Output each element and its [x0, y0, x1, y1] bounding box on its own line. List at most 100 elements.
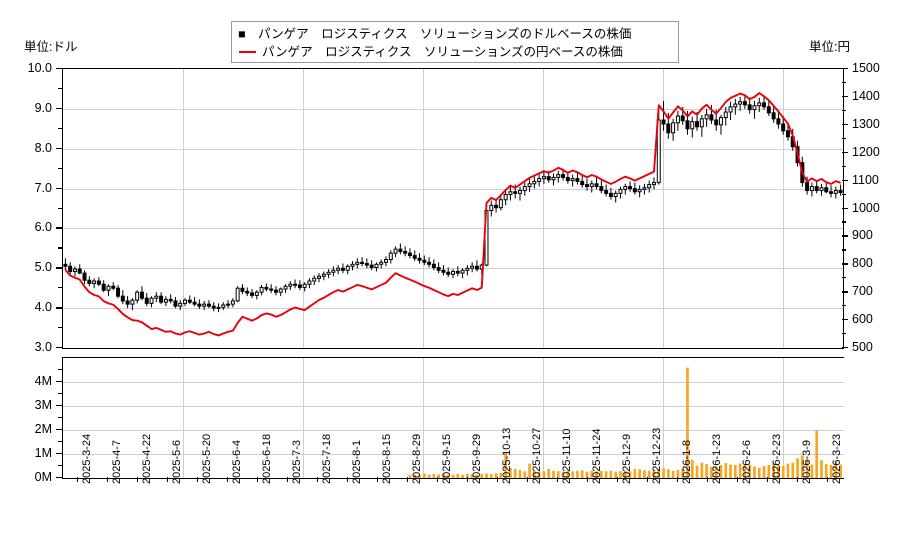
volume-bar: [614, 471, 618, 478]
volume-bar: [528, 463, 531, 478]
axis-tick: [842, 109, 846, 112]
gridline-h: [63, 148, 843, 150]
candle-body: [541, 176, 546, 180]
candle-body: [494, 204, 499, 209]
candle-body: [666, 123, 671, 134]
volume-bar: [714, 466, 718, 478]
candle-body: [518, 190, 522, 194]
candle-body: [403, 251, 408, 254]
candle-body: [489, 204, 494, 211]
volume-bar: [690, 460, 694, 478]
axis-tick: [842, 165, 846, 167]
axis-tick: [56, 453, 62, 455]
x-axis-tick-label: 2025-11-24: [591, 428, 603, 484]
candle-body: [206, 303, 211, 307]
candle-body: [149, 297, 154, 304]
candle-body: [436, 266, 441, 271]
axis-tick: [56, 307, 62, 309]
candle-body: [230, 300, 235, 305]
volume-bar: [571, 471, 574, 478]
candle-body: [594, 183, 599, 188]
volume-bar: [705, 464, 708, 478]
candle-body: [752, 105, 757, 111]
x-axis-tick: [137, 477, 139, 482]
volume-y-tick-label: 3M: [34, 398, 52, 412]
candle-body: [632, 188, 637, 193]
x-axis-tick-label: 2026-3-9: [801, 439, 813, 484]
price-y-tick-label: 9.0: [34, 100, 52, 115]
candle-body: [556, 174, 561, 178]
candle-body: [738, 101, 743, 105]
volume-bar: [652, 469, 656, 478]
volume-plot-area: [62, 357, 844, 479]
x-axis-tick: [347, 477, 349, 482]
volume-bar: [662, 468, 665, 478]
candle-body: [814, 186, 819, 192]
x-axis-tick: [227, 477, 229, 482]
candle-body: [537, 178, 542, 182]
x-axis-tick: [437, 477, 439, 482]
candle-body: [733, 103, 738, 108]
price-y2-tick-label: 1400: [852, 88, 880, 103]
legend-item-jpy: パンゲア ロジスティクス ソリューションズの円ベースの株価: [238, 43, 672, 61]
x-axis-tick: [377, 477, 379, 482]
axis-tick: [842, 249, 846, 251]
axis-tick: [842, 305, 846, 307]
gridline-h: [63, 454, 844, 455]
candle-body: [427, 261, 432, 265]
candle-body: [111, 285, 116, 289]
candle-body: [656, 119, 661, 184]
candle-body: [422, 259, 427, 263]
volume-bar: [810, 464, 814, 478]
candle-body: [661, 119, 666, 125]
x-axis-tick: [737, 477, 739, 482]
candle-body: [312, 277, 317, 282]
volume-series-canvas: [408, 367, 842, 478]
legend-label-usd: ■ パンゲア ロジスティクス ソリューションズのドルベースの株価: [238, 27, 632, 41]
candle-body: [503, 194, 508, 201]
candle-body: [273, 289, 278, 293]
volume-bar: [600, 470, 603, 478]
price-y2-tick-label: 500: [852, 340, 873, 354]
volume-bar: [834, 461, 838, 478]
candle-body: [599, 186, 604, 192]
candle-body: [250, 292, 255, 296]
x-axis-tick-label: 2025-11-10: [561, 428, 573, 484]
axis-tick: [58, 369, 62, 371]
x-axis-tick-label: 2026-1-23: [711, 433, 723, 484]
candle-body: [762, 102, 767, 108]
candle-body: [240, 287, 245, 292]
volume-bar: [647, 470, 651, 478]
x-axis-tick: [467, 477, 469, 482]
candle-body: [757, 102, 762, 107]
candle-body: [781, 123, 786, 132]
axis-tick: [58, 127, 62, 129]
volume-bar: [710, 466, 713, 478]
x-axis-tick-label: 2025-3-24: [81, 433, 93, 484]
axis-tick: [842, 68, 848, 70]
x-axis-tick: [797, 477, 799, 482]
volume-bar: [537, 471, 541, 478]
candle-body: [412, 255, 417, 259]
volume-bar: [729, 464, 732, 478]
candle-body: [704, 114, 709, 120]
volume-y-tick-label: 0M: [34, 470, 52, 484]
x-axis-tick: [167, 477, 169, 482]
axis-tick: [58, 441, 62, 443]
candle-body: [235, 287, 240, 302]
candle-body: [259, 286, 264, 293]
price-y-tick-label: 8.0: [34, 140, 52, 155]
candle-body: [101, 283, 106, 291]
line-swatch-icon: [239, 51, 256, 53]
candle-body: [168, 298, 173, 302]
candle-body: [288, 283, 293, 287]
candle-body: [546, 176, 551, 181]
axis-tick: [842, 207, 848, 209]
x-axis-tick: [317, 477, 319, 482]
axis-tick: [58, 465, 62, 467]
x-axis-tick: [197, 477, 199, 482]
candle-body: [532, 180, 537, 185]
candle-body: [221, 304, 226, 308]
gridline-h: [63, 228, 843, 230]
